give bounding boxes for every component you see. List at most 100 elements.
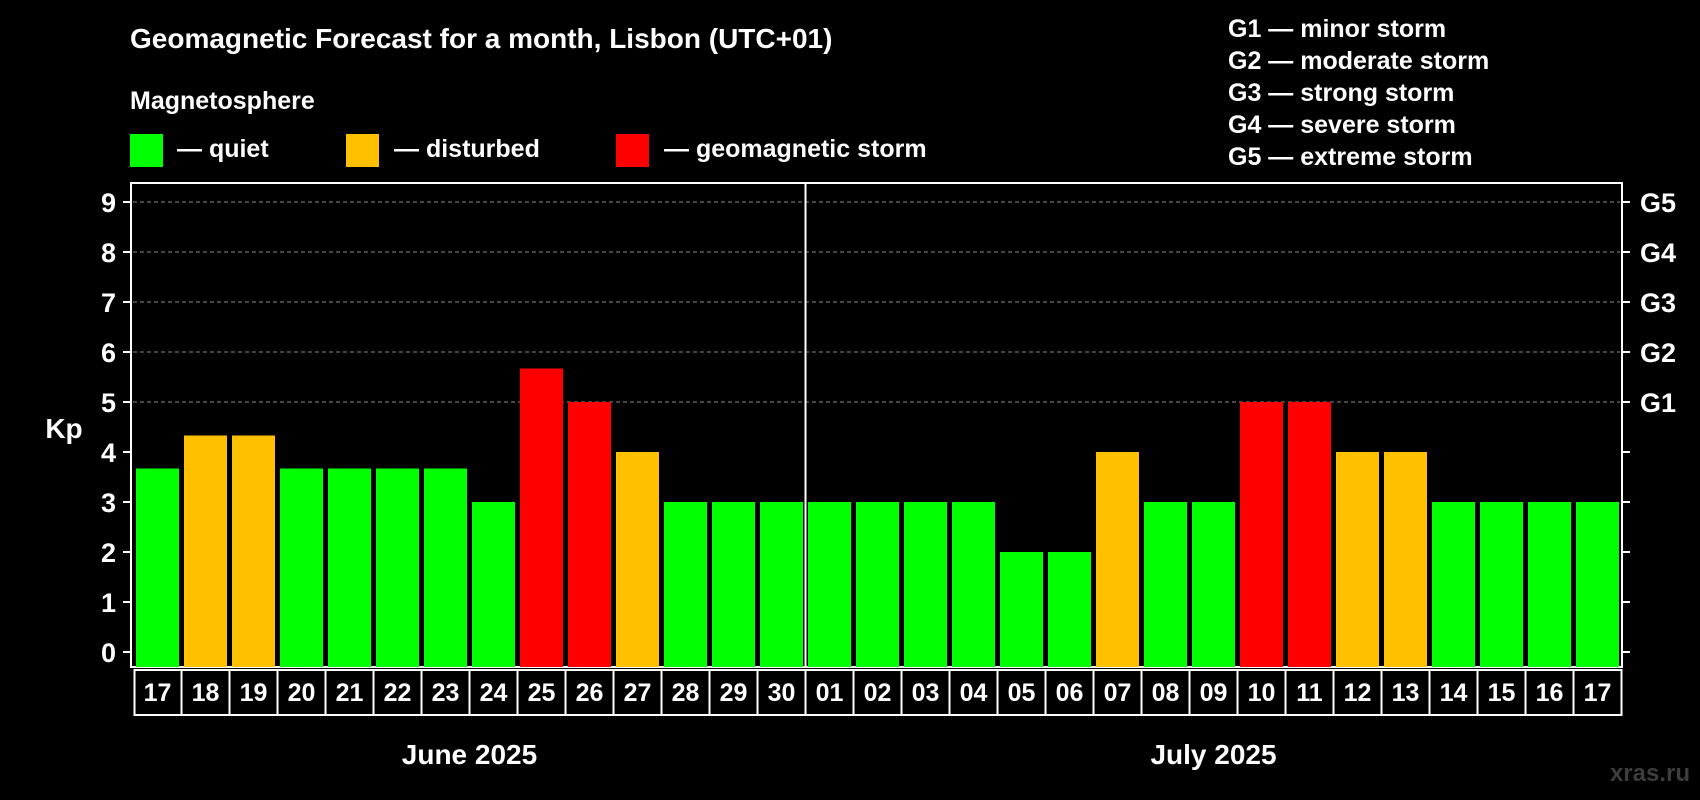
gridlines (133, 183, 1620, 667)
day-label-16: 03 (912, 679, 940, 707)
bar-3 (280, 468, 323, 667)
y-tick-label: 4 (101, 438, 116, 468)
day-label-4: 21 (336, 679, 364, 707)
month-labels: June 2025 July 2025 (402, 739, 1277, 770)
day-label-29: 16 (1536, 679, 1564, 707)
legend-swatch-disturbed (346, 134, 379, 167)
day-label-25: 12 (1344, 679, 1372, 707)
day-label-20: 07 (1104, 679, 1132, 707)
bar-22 (1192, 502, 1235, 667)
bar-9 (568, 402, 611, 667)
day-label-27: 14 (1440, 679, 1468, 707)
legend-label-disturbed: — disturbed (394, 135, 540, 163)
bar-19 (1048, 552, 1091, 667)
storm-scale-legend: G1 — minor storm G2 — moderate storm G3 … (1228, 15, 1489, 171)
day-label-14: 01 (816, 679, 844, 707)
storm-scale-g3: G3 — strong storm (1228, 79, 1454, 107)
watermark: xras.ru (1610, 760, 1690, 787)
bar-25 (1336, 452, 1379, 667)
day-label-1: 18 (192, 679, 220, 707)
day-label-13: 30 (768, 679, 796, 707)
month-label-1: July 2025 (1150, 739, 1276, 770)
bar-7 (472, 502, 515, 667)
bar-26 (1384, 452, 1427, 667)
storm-scale-g2: G2 — moderate storm (1228, 47, 1489, 75)
day-label-12: 29 (720, 679, 748, 707)
storm-scale-g4: G4 — severe storm (1228, 111, 1456, 139)
bar-18 (1000, 552, 1043, 667)
bars (136, 368, 1619, 667)
bar-6 (424, 468, 467, 667)
bar-8 (520, 368, 563, 667)
y-tick-label: 1 (101, 588, 116, 618)
y-axis-label: Kp (45, 413, 82, 444)
bar-2 (232, 435, 275, 667)
bar-28 (1480, 502, 1523, 667)
y-tick-label: 2 (101, 538, 116, 568)
y-tick-label: 3 (101, 488, 116, 518)
bar-4 (328, 468, 371, 667)
chart-title: Geomagnetic Forecast for a month, Lisbon… (130, 23, 832, 54)
day-axis-frame (133, 669, 1623, 716)
day-label-15: 02 (864, 679, 892, 707)
bar-30 (1576, 502, 1619, 667)
g-scale-axis: G1 G2 G3 G4 G5 (1622, 188, 1676, 653)
day-label-7: 24 (480, 679, 508, 707)
bar-23 (1240, 402, 1283, 667)
day-label-17: 04 (960, 679, 988, 707)
day-label-5: 22 (384, 679, 412, 707)
g-scale-label: G2 (1640, 338, 1676, 368)
g-scale-label: G1 (1640, 388, 1676, 418)
legend-swatch-storm (616, 134, 649, 167)
legend-label-storm: — geomagnetic storm (664, 135, 927, 163)
color-legend: — quiet — disturbed — geomagnetic storm (130, 134, 927, 167)
y-tick-label: 6 (101, 338, 116, 368)
y-tick-label: 7 (101, 288, 116, 318)
bar-12 (712, 502, 755, 667)
day-label-2: 19 (240, 679, 268, 707)
bar-14 (808, 502, 851, 667)
storm-scale-g1: G1 — minor storm (1228, 15, 1446, 43)
g-scale-label: G5 (1640, 188, 1676, 218)
day-label-9: 26 (576, 679, 604, 707)
y-tick-label: 9 (101, 188, 116, 218)
bar-1 (184, 435, 227, 667)
day-label-18: 05 (1008, 679, 1036, 707)
bar-29 (1528, 502, 1571, 667)
month-label-0: June 2025 (402, 739, 537, 770)
bar-16 (904, 502, 947, 667)
bar-5 (376, 468, 419, 667)
g-scale-label: G3 (1640, 288, 1676, 318)
day-label-19: 06 (1056, 679, 1084, 707)
day-label-10: 27 (624, 679, 652, 707)
day-label-8: 25 (528, 679, 556, 707)
bar-10 (616, 452, 659, 667)
day-label-11: 28 (672, 679, 700, 707)
bar-17 (952, 502, 995, 667)
bar-27 (1432, 502, 1475, 667)
day-label-6: 23 (432, 679, 460, 707)
legend-title: Magnetosphere (130, 87, 315, 115)
g-scale-label: G4 (1640, 238, 1676, 268)
y-tick-label: 8 (101, 238, 116, 268)
day-label-24: 11 (1296, 679, 1323, 707)
day-label-21: 08 (1152, 679, 1180, 707)
x-axis-days: 17 18 19 20 21 22 23 24 25 26 27 28 29 30 01 02 03 04 05 06… (133, 669, 1623, 716)
legend-swatch-quiet (130, 134, 163, 167)
day-label-28: 15 (1488, 679, 1516, 707)
bar-20 (1096, 452, 1139, 667)
y-tick-label: 0 (101, 638, 116, 668)
y-axis: 0 1 2 3 4 5 6 7 8 9 (101, 188, 131, 668)
day-label-23: 10 (1248, 679, 1276, 707)
day-label-22: 09 (1200, 679, 1228, 707)
day-label-30: 17 (1584, 679, 1612, 707)
day-label-26: 13 (1392, 679, 1420, 707)
bar-21 (1144, 502, 1187, 667)
bar-24 (1288, 402, 1331, 667)
bar-15 (856, 502, 899, 667)
day-label-0: 17 (144, 679, 172, 707)
bar-0 (136, 468, 179, 667)
legend-label-quiet: — quiet (177, 135, 269, 163)
day-label-3: 20 (288, 679, 316, 707)
